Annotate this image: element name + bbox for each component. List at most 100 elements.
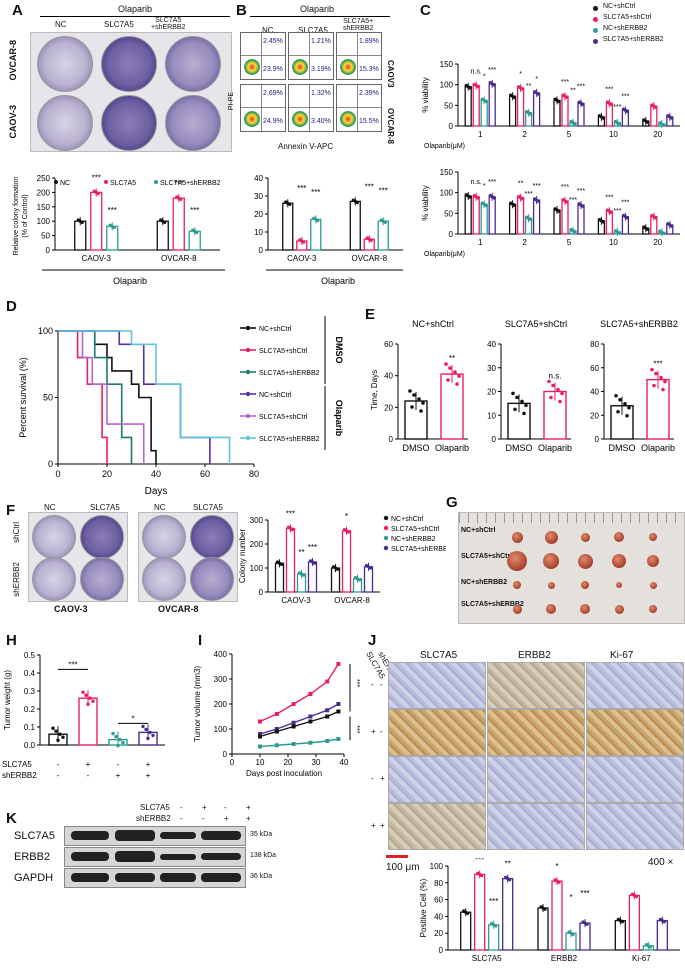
sign: + [146, 760, 151, 769]
data-point [369, 238, 373, 242]
significance-mark: * [519, 71, 522, 78]
y-tick-label: 250 [37, 174, 51, 183]
legend-label: SLC7A5+shCtrl [603, 14, 652, 21]
x-axis-title: Olaparib [321, 276, 355, 286]
cell-cluster [340, 59, 356, 75]
tumor [512, 604, 522, 614]
x-tick-label: 10 [256, 758, 265, 767]
significance-mark: *** [365, 182, 374, 191]
legend-label: NC+shCtrl [603, 3, 636, 10]
y-tick-label: 150 [440, 168, 454, 177]
y-axis-title-line: Relative colony formation [13, 177, 20, 256]
data-point [54, 729, 58, 733]
significance-mark: * [555, 862, 558, 871]
ihc-image [586, 709, 684, 756]
y-tick-label: 40 [590, 388, 599, 397]
data-point [520, 399, 524, 404]
cell-cluster [292, 59, 308, 75]
y-axis-title: Relative colony formation (% of Control) [13, 177, 29, 256]
tumor [649, 581, 657, 589]
flow-plot: 2.69% 24.9% [240, 84, 286, 132]
panel-a-col-nc: NC [55, 20, 67, 29]
y-tick-label: 300 [250, 516, 264, 525]
colony-plate-ovcar8 [138, 512, 238, 602]
data-point [448, 366, 452, 370]
panel-b-col-nc: NC [262, 26, 274, 35]
data-point [61, 735, 65, 739]
panel-b-rule [250, 16, 390, 17]
data-point [659, 375, 663, 380]
bar [532, 92, 541, 127]
legend-label: SLC7A5+shERBB2 [391, 546, 446, 553]
bar [516, 196, 525, 235]
significance-mark: *** [561, 184, 569, 191]
data-point [325, 714, 330, 719]
ihc-image [487, 756, 585, 803]
y-tick-label: 40 [384, 372, 393, 381]
data-point [627, 405, 631, 410]
quadrant-percent-upper: 1.32% [311, 90, 331, 97]
y-tick-label: 80 [590, 340, 599, 349]
x-tick-label: CAOV-3 [287, 254, 317, 263]
significance-mark: *** [92, 173, 101, 182]
quadrant-percent-lower: 3.19% [311, 66, 331, 73]
panel-e-bar-charts: NC+shCtrl 0 20 40 60 DMSO Olaparib ** SLC7A5+shC… [370, 319, 678, 453]
y-axis-title: Colony number [238, 529, 247, 584]
x-tick-label: 1 [478, 130, 483, 139]
data-point [468, 86, 472, 90]
data-point [492, 196, 496, 200]
y-axis-title: Positive Cell (%) [419, 878, 428, 937]
y-tick-label: 20 [487, 388, 496, 397]
sign: + [116, 771, 121, 780]
panel-k-rowhead-sherbb2: shERBB2 [136, 814, 171, 823]
survival-curve [58, 330, 157, 464]
panel-f-row-sherbb2: shERBB2 [12, 562, 21, 597]
x-tick-label: 0 [55, 469, 60, 479]
x-axis-title: Olaparib [113, 276, 147, 286]
data-point [601, 116, 605, 120]
y-tick-label: 30 [487, 364, 496, 373]
y-tick-label: 200 [250, 540, 264, 549]
data-point [654, 105, 658, 109]
x-axis-title: Olaparib(μM) [424, 251, 465, 258]
y-tick-label: 0.1 [24, 723, 36, 732]
bar [537, 907, 549, 951]
scale-bar-label: 100 μm [386, 862, 420, 873]
bar [561, 95, 569, 127]
sign: - [371, 680, 374, 689]
y-tick-label: 80 [434, 879, 443, 888]
survival-curve [58, 330, 145, 464]
gate-line-v [309, 85, 310, 131]
y-tick-label: 40 [487, 340, 496, 349]
significance-mark: *** [353, 725, 360, 733]
data-point [146, 736, 150, 741]
blot-label-erbb2: ERBB2 [14, 851, 51, 863]
data-point [336, 709, 341, 714]
sign: - [202, 814, 205, 823]
x-tick-label: 1 [478, 238, 483, 247]
data-point [618, 397, 622, 402]
legend-marker [593, 6, 598, 11]
significance-mark: *** [605, 86, 613, 93]
panel-label-d: D [6, 298, 17, 315]
data-point [521, 197, 525, 201]
sign: - [180, 814, 183, 823]
significance-mark: ** [449, 354, 455, 363]
panel-j-col-erbb2: ERBB2 [518, 650, 551, 661]
data-point [308, 719, 313, 724]
data-point [419, 409, 423, 413]
data-point [571, 932, 575, 936]
colony-dish [142, 557, 186, 601]
y-tick-label: 100 [250, 564, 264, 573]
blot-band [115, 830, 155, 841]
y-tick-label: 50 [444, 101, 453, 110]
x-tick-label: 5 [567, 238, 572, 247]
y-axis-title: % viability [421, 185, 430, 221]
data-point [336, 702, 341, 706]
data-point [557, 880, 561, 884]
data-point [573, 122, 577, 126]
bar [614, 919, 626, 951]
significance-mark: *** [525, 191, 533, 198]
data-point [274, 729, 279, 734]
x-tick-label: 80 [249, 469, 259, 479]
